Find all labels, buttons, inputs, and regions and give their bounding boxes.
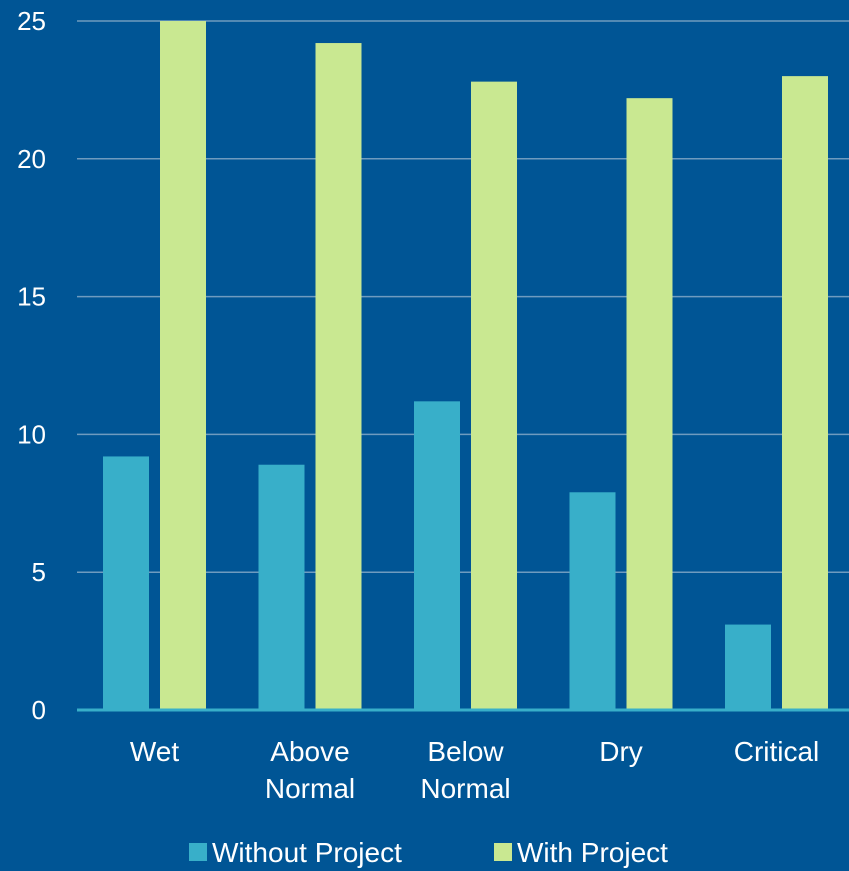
bar <box>258 464 305 710</box>
bars <box>103 21 828 711</box>
bar <box>103 456 149 710</box>
y-tick-label: 5 <box>32 557 46 587</box>
bar <box>160 21 206 710</box>
bar <box>414 401 460 710</box>
y-tick-label: 0 <box>32 695 46 725</box>
bar <box>315 43 362 711</box>
legend-swatch <box>494 843 512 861</box>
x-tick-label: Below Normal <box>420 736 510 804</box>
bar <box>626 98 673 711</box>
y-tick-label: 20 <box>17 144 46 174</box>
bar <box>569 492 616 710</box>
x-tick-label: Dry <box>599 736 643 767</box>
bar <box>725 624 771 710</box>
legend-label: With Project <box>517 837 668 868</box>
bar <box>782 76 828 711</box>
bar <box>471 81 517 710</box>
legend: Without Project With Project <box>189 837 668 868</box>
x-axis: Wet Above Normal Below Normal Dry Critical <box>130 736 819 804</box>
legend-swatch <box>189 843 207 861</box>
y-tick-label: 15 <box>17 282 46 312</box>
y-tick-label: 25 <box>17 6 46 36</box>
y-axis: 0 5 10 15 20 25 <box>17 6 46 725</box>
y-tick-label: 10 <box>17 419 46 449</box>
x-tick-label: Above Normal <box>265 736 355 804</box>
legend-label: Without Project <box>212 837 402 868</box>
x-tick-label: Critical <box>734 736 820 767</box>
x-tick-label: Wet <box>130 736 179 767</box>
